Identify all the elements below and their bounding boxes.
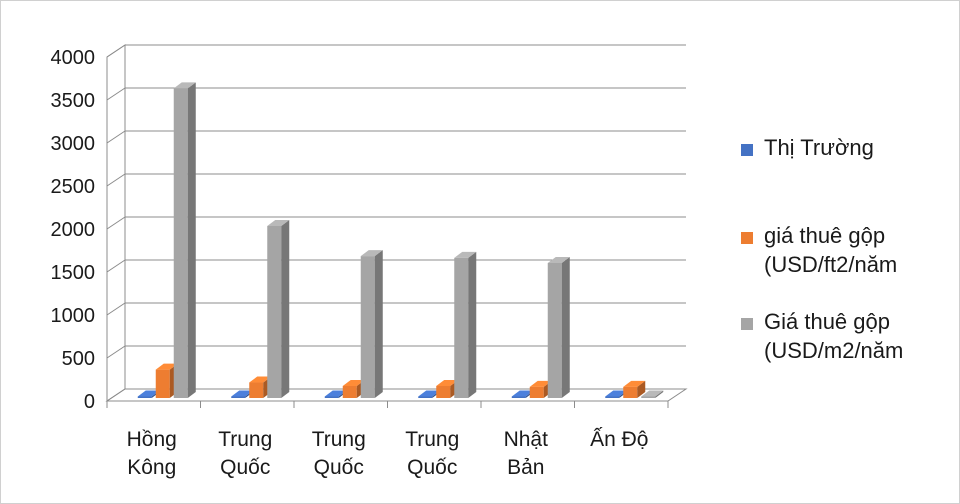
bar-top [267,220,290,226]
y-tick-label: 1000 [51,305,96,327]
x-category-label: Nhật Bản [504,428,549,479]
bar-top [137,390,160,397]
bar [623,380,646,398]
legend-swatch [741,144,753,156]
x-category-label: Hồng Kông [127,428,177,479]
bar-side [187,82,196,399]
bar-front [529,386,544,398]
legend-item: Giá thuê gộp (USD/m2/năm [741,309,903,363]
bar-front [511,396,526,398]
y-tick-label: 0 [84,391,95,413]
legend-label: Giá thuê gộp (USD/m2/năm [764,309,903,363]
bar-front [173,88,188,399]
bar-top [360,250,383,257]
bar-top [231,390,254,397]
x-category-label: Trung Quốc [312,428,366,479]
bar-front [436,385,451,398]
gridline-diagonal [106,44,126,58]
bar-top [454,251,477,258]
y-axis-tick-labels: 0 500 1000 1500 2000 2500 3000 3500 4000 [51,47,96,413]
gridline-diagonal [106,216,126,230]
legend-item: giá thuê gộp (USD/ft2/năm [741,223,897,277]
bar-front [547,262,562,398]
legend: Thị Trường giá thuê gộp (USD/ft2/năm Giá th… [741,135,903,363]
x-category-label: Trung Quốc [218,428,272,479]
gridline-diagonal [106,302,126,316]
bar-top [511,390,534,397]
bar-top [547,256,570,263]
bar-top [623,380,646,387]
bar [360,250,383,398]
y-tick-label: 3500 [51,90,96,112]
bar-top [342,379,365,386]
gridline-diagonal [106,173,126,187]
y-tick-label: 1500 [51,262,96,284]
bar-side [281,220,290,398]
y-tick-label: 2500 [51,176,96,198]
bar-front [249,382,264,398]
legend-swatch [741,318,753,330]
bar-side [561,256,570,398]
bar-top [324,390,347,397]
bar-front [454,257,469,398]
gridline-diagonal [106,130,126,144]
gridline-diagonal [106,388,126,402]
y-tick-label: 4000 [51,47,96,69]
bar-top [529,380,552,387]
bar [173,82,196,399]
legend-label: giá thuê gộp (USD/ft2/năm [764,223,897,277]
y-tick-label: 2000 [51,219,96,241]
bar-top [173,82,196,89]
bar [547,256,570,398]
bar-top [249,376,272,383]
bar-top [155,363,178,370]
y-tick-label: 3000 [51,133,96,155]
bar [267,220,290,398]
bar-side [655,390,664,398]
bar-front [231,396,246,398]
x-category-label: Ấn Độ [590,428,648,451]
legend-label: Thị Trường [764,135,874,160]
bar [454,251,477,398]
bar-side [374,250,383,398]
gridline-diagonal [106,259,126,273]
bar-front [155,369,170,398]
gridline-diagonal [106,345,126,359]
bar-top [641,390,664,397]
bar-top [436,379,459,386]
bar-side [637,380,646,398]
x-axis-category-labels: Hồng Kông Trung Quốc Trung Quốc Trung Quốc Nhật B… [127,428,649,479]
bar-front [623,386,638,398]
bar-front [605,396,620,398]
x-category-label: Trung Quốc [405,428,459,479]
bar-front [324,396,339,398]
bar [641,390,664,398]
bar-front [418,396,433,398]
bar-top [418,390,441,397]
legend-swatch [741,232,753,244]
bar-front [137,396,152,398]
bar-side [468,251,477,398]
bar-top [605,390,628,397]
y-tick-label: 500 [62,348,95,370]
gridline-diagonal [106,87,126,101]
bar-front [342,385,357,398]
bar-front [360,256,375,398]
bar-front [641,396,656,398]
bars [137,82,664,399]
legend-item: Thị Trường [741,135,874,160]
gridlines [106,44,686,408]
bar-front [267,226,282,398]
